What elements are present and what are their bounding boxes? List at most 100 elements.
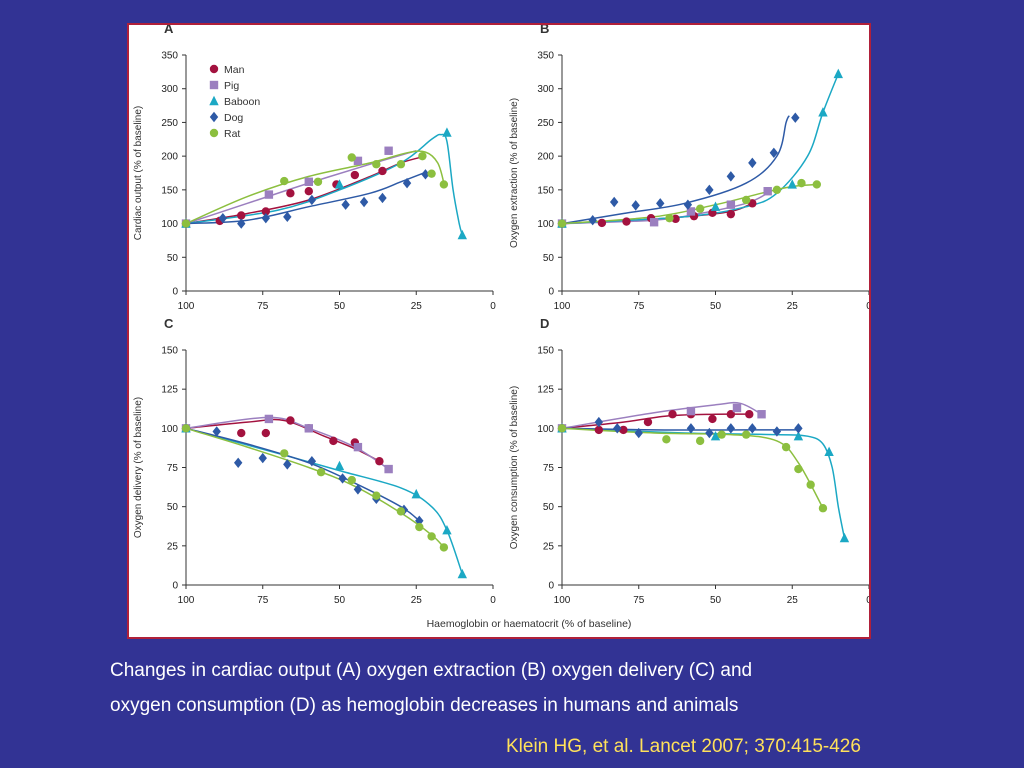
data-point-rat — [794, 464, 803, 474]
data-point-dog — [258, 452, 267, 464]
y-tick-label: 75 — [543, 463, 555, 474]
panel-letter-C: C — [164, 316, 174, 331]
data-point-man — [597, 218, 607, 228]
x-tick-label: 75 — [257, 595, 269, 606]
x-tick-label: 100 — [178, 595, 195, 606]
data-point-pig — [264, 190, 274, 199]
y-tick-label: 200 — [537, 152, 554, 163]
caption-line-2: oxygen consumption (D) as hemoglobin dec… — [110, 695, 739, 716]
data-point-dog — [218, 212, 228, 224]
y-tick-label: 150 — [161, 185, 178, 196]
data-point-rat — [797, 178, 806, 188]
data-point-baboon-legend-marker — [209, 95, 219, 106]
data-point-dog — [705, 427, 714, 439]
legend-label-baboon: Baboon — [224, 96, 260, 108]
data-point-rat — [427, 532, 436, 541]
data-point-dog — [683, 199, 693, 210]
data-point-baboon — [833, 68, 843, 79]
y-tick-label: 0 — [548, 581, 554, 592]
data-point-pig — [353, 156, 363, 166]
data-point-rat — [557, 219, 567, 228]
data-point-rat — [742, 195, 751, 205]
data-point-man — [237, 211, 246, 220]
data-point-baboon — [824, 446, 834, 457]
series-line-rat — [185, 427, 445, 548]
data-point-man — [237, 428, 246, 438]
data-point-baboon — [818, 107, 828, 117]
y-tick-label: 0 — [548, 287, 554, 298]
y-tick-label: 50 — [167, 502, 179, 513]
data-point-man — [708, 414, 717, 424]
data-point-dog — [307, 456, 317, 467]
y-tick-label: 0 — [172, 287, 178, 298]
data-point-man — [622, 217, 631, 226]
data-point-rat — [557, 424, 567, 433]
data-point-rat — [396, 507, 406, 516]
y-tick-label: 0 — [172, 581, 178, 592]
data-point-pig — [384, 464, 393, 474]
y-axis-label: Oxygen consumption (% of baseline) — [509, 386, 520, 549]
y-tick-label: 300 — [161, 84, 178, 95]
data-point-dog — [237, 218, 246, 229]
data-point-baboon — [839, 532, 850, 543]
data-point-pig — [686, 207, 696, 216]
data-point-dog — [726, 171, 736, 182]
data-point-man — [671, 214, 680, 224]
y-tick-label: 300 — [537, 84, 554, 95]
data-point-man — [643, 417, 653, 427]
data-point-man — [286, 189, 295, 198]
x-tick-label: 100 — [178, 301, 195, 312]
data-point-dog — [631, 200, 640, 211]
data-point-dog — [338, 473, 347, 484]
data-point-rat — [439, 543, 449, 552]
series-line-dog — [561, 115, 790, 225]
data-point-pig — [763, 187, 772, 196]
data-point-dog-legend-marker — [209, 111, 219, 123]
data-point-dog — [233, 457, 243, 468]
data-point-dog — [791, 112, 800, 123]
legend-label-pig: Pig — [224, 80, 239, 92]
legend-label-man: Man — [224, 64, 245, 76]
data-point-man — [304, 187, 313, 196]
data-point-man — [619, 425, 628, 435]
data-point-dog — [613, 423, 622, 434]
data-point-baboon — [457, 568, 467, 579]
x-tick-label: 50 — [334, 595, 346, 606]
y-axis-label: Cardiac output (% of baseline) — [133, 106, 144, 241]
data-point-dog — [261, 212, 271, 224]
x-tick-label: 25 — [787, 301, 799, 312]
data-point-dog — [588, 215, 597, 226]
y-tick-label: 250 — [161, 118, 178, 129]
y-tick-label: 75 — [167, 463, 179, 474]
y-tick-label: 50 — [167, 253, 179, 264]
data-point-rat — [717, 430, 726, 439]
data-point-pig-legend-marker — [209, 80, 219, 90]
data-point-dog — [794, 423, 803, 434]
legend-label-dog: Dog — [224, 112, 243, 124]
data-point-rat — [415, 522, 424, 532]
data-point-man — [375, 457, 384, 466]
data-point-dog — [212, 426, 221, 437]
data-point-man — [261, 428, 271, 438]
y-tick-label: 25 — [167, 541, 179, 552]
x-tick-label: 50 — [710, 595, 722, 606]
x-tick-label: 75 — [633, 595, 645, 606]
data-point-dog — [726, 423, 736, 434]
data-point-pig — [732, 403, 742, 413]
shared-x-axis-label: Haemoglobin or haematocrit (% of baselin… — [427, 618, 632, 630]
series-line-pig — [185, 149, 417, 225]
data-point-rat — [665, 213, 674, 223]
x-tick-label: 0 — [866, 301, 869, 312]
data-point-man — [378, 166, 387, 176]
data-point-rat — [812, 180, 822, 189]
data-point-rat — [313, 177, 323, 186]
y-tick-label: 125 — [537, 385, 554, 396]
caption-line-1: Changes in cardiac output (A) oxygen ext… — [110, 660, 753, 681]
caption: Changes in cardiac output (A) oxygen ext… — [110, 653, 910, 723]
data-point-baboon — [442, 524, 452, 535]
data-point-pig — [686, 406, 696, 416]
x-tick-label: 75 — [633, 301, 645, 312]
data-point-pig — [304, 424, 313, 433]
legend: Man Pig Baboon Dog Rat — [209, 64, 260, 140]
data-point-pig — [304, 177, 313, 186]
